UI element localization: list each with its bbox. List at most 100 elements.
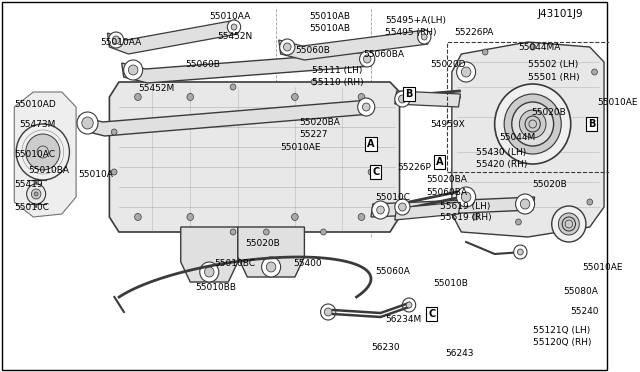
Text: 55020B: 55020B bbox=[532, 180, 568, 189]
Text: 55010AE: 55010AE bbox=[597, 97, 638, 106]
Circle shape bbox=[26, 134, 60, 170]
Text: B: B bbox=[405, 89, 413, 99]
Circle shape bbox=[364, 55, 371, 63]
Circle shape bbox=[358, 214, 365, 221]
Circle shape bbox=[372, 201, 389, 219]
Text: 56230: 56230 bbox=[371, 343, 399, 353]
Circle shape bbox=[377, 206, 384, 214]
Circle shape bbox=[395, 91, 410, 107]
Circle shape bbox=[205, 267, 214, 277]
Circle shape bbox=[591, 69, 597, 75]
Text: 55110 (RH): 55110 (RH) bbox=[312, 77, 364, 87]
Circle shape bbox=[284, 43, 291, 51]
Polygon shape bbox=[395, 202, 460, 220]
Text: 55452M: 55452M bbox=[138, 83, 174, 93]
Text: 55010B: 55010B bbox=[433, 279, 468, 289]
Text: 55240: 55240 bbox=[571, 308, 599, 317]
Circle shape bbox=[514, 245, 527, 259]
Text: 55060B: 55060B bbox=[186, 60, 220, 68]
Circle shape bbox=[461, 67, 471, 77]
Text: C: C bbox=[372, 167, 380, 177]
Circle shape bbox=[35, 192, 38, 196]
Text: 55010AD: 55010AD bbox=[14, 99, 56, 109]
Polygon shape bbox=[180, 227, 238, 282]
Circle shape bbox=[520, 110, 546, 138]
Circle shape bbox=[516, 219, 522, 225]
Circle shape bbox=[230, 229, 236, 235]
Text: 55120Q (RH): 55120Q (RH) bbox=[532, 337, 591, 346]
Circle shape bbox=[399, 95, 406, 103]
Text: 55010BC: 55010BC bbox=[214, 260, 255, 269]
Text: 55111 (LH): 55111 (LH) bbox=[312, 65, 362, 74]
Text: 55020BA: 55020BA bbox=[426, 174, 467, 183]
Text: 55420 (RH): 55420 (RH) bbox=[476, 160, 527, 169]
Circle shape bbox=[321, 304, 336, 320]
Circle shape bbox=[16, 124, 70, 180]
Text: 54959X: 54959X bbox=[430, 119, 465, 128]
Text: A: A bbox=[367, 139, 375, 149]
Text: 55452N: 55452N bbox=[217, 32, 252, 41]
Circle shape bbox=[31, 189, 41, 199]
Circle shape bbox=[562, 217, 575, 231]
Circle shape bbox=[360, 51, 375, 67]
Circle shape bbox=[358, 93, 365, 100]
Polygon shape bbox=[371, 197, 534, 217]
Circle shape bbox=[358, 98, 375, 116]
Text: 55020BA: 55020BA bbox=[300, 118, 340, 126]
Text: 55060B: 55060B bbox=[295, 45, 330, 55]
Text: 55400: 55400 bbox=[293, 260, 322, 269]
Circle shape bbox=[456, 187, 476, 207]
Text: 55020D: 55020D bbox=[430, 60, 465, 68]
Circle shape bbox=[134, 214, 141, 221]
Text: 56234M: 56234M bbox=[385, 315, 422, 324]
Text: 55020B: 55020B bbox=[245, 240, 280, 248]
Circle shape bbox=[552, 206, 586, 242]
Text: 55495 (RH): 55495 (RH) bbox=[385, 28, 436, 36]
Text: 55619 (LH): 55619 (LH) bbox=[440, 202, 491, 211]
Circle shape bbox=[461, 192, 471, 202]
Circle shape bbox=[31, 140, 54, 164]
Circle shape bbox=[266, 262, 276, 272]
Text: 55010AE: 55010AE bbox=[280, 142, 321, 151]
Text: 55619 (RH): 55619 (RH) bbox=[440, 212, 492, 221]
Circle shape bbox=[134, 93, 141, 100]
Text: 55010AB: 55010AB bbox=[309, 12, 350, 20]
Polygon shape bbox=[108, 20, 238, 54]
Circle shape bbox=[200, 262, 219, 282]
Text: 55121Q (LH): 55121Q (LH) bbox=[532, 326, 590, 334]
Circle shape bbox=[262, 257, 280, 277]
Circle shape bbox=[292, 93, 298, 100]
Circle shape bbox=[111, 169, 117, 175]
Circle shape bbox=[504, 94, 561, 154]
Circle shape bbox=[324, 308, 332, 316]
Circle shape bbox=[187, 214, 193, 221]
Circle shape bbox=[516, 194, 534, 214]
Text: 55419: 55419 bbox=[14, 180, 43, 189]
Text: 55060BA: 55060BA bbox=[426, 187, 467, 196]
Text: 55226PA: 55226PA bbox=[454, 28, 494, 36]
Circle shape bbox=[512, 102, 554, 146]
Text: 55020B: 55020B bbox=[531, 108, 566, 116]
Circle shape bbox=[525, 116, 540, 132]
Circle shape bbox=[558, 213, 579, 235]
Text: 55010AC: 55010AC bbox=[14, 150, 55, 158]
Circle shape bbox=[37, 146, 49, 158]
Circle shape bbox=[587, 199, 593, 205]
Circle shape bbox=[495, 84, 571, 164]
Text: 55060BA: 55060BA bbox=[364, 49, 404, 58]
Text: 55010AE: 55010AE bbox=[582, 263, 623, 272]
Text: 55473M: 55473M bbox=[19, 119, 56, 128]
Text: C: C bbox=[428, 309, 435, 319]
Circle shape bbox=[27, 184, 45, 204]
Polygon shape bbox=[278, 30, 428, 60]
Circle shape bbox=[82, 117, 93, 129]
Text: 55044MA: 55044MA bbox=[518, 42, 561, 51]
Text: 55010C: 55010C bbox=[14, 202, 49, 212]
Text: J43101J9: J43101J9 bbox=[538, 9, 583, 19]
Polygon shape bbox=[14, 92, 76, 217]
Circle shape bbox=[417, 30, 431, 44]
Circle shape bbox=[292, 214, 298, 221]
Circle shape bbox=[565, 220, 573, 228]
Circle shape bbox=[231, 24, 237, 30]
Text: 55010AB: 55010AB bbox=[309, 23, 350, 32]
